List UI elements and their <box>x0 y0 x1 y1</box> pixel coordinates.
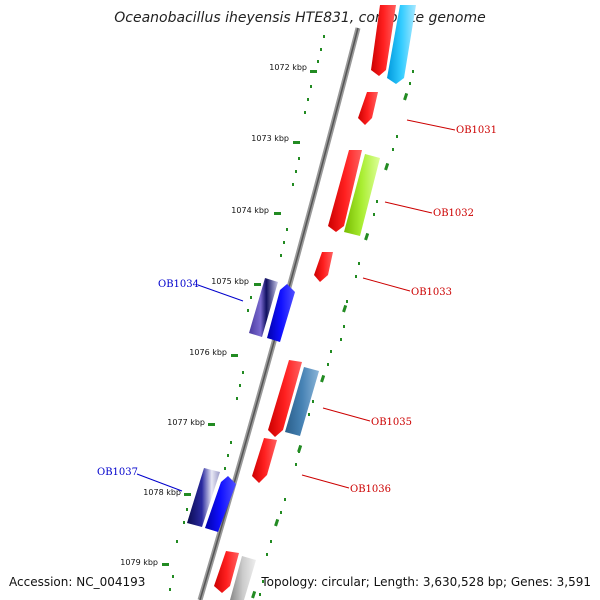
tick-label: 1079 kbp <box>120 558 158 567</box>
tick-label: 1078 kbp <box>143 488 181 497</box>
gene-label-ob1036[interactable]: OB1036 <box>350 484 391 495</box>
gene-feature-ob1035-red[interactable] <box>268 360 302 437</box>
gene-feature-ob1032-lime[interactable] <box>344 154 380 236</box>
gene-label-ob1034[interactable]: OB1034 <box>158 279 199 290</box>
map-title: Oceanobacillus iheyensis HTE831, complet… <box>114 10 485 26</box>
gene-label-ob1032[interactable]: OB1032 <box>433 208 474 219</box>
tick-label: 1075 kbp <box>211 277 249 286</box>
gene-feature-ob1036[interactable] <box>252 438 277 483</box>
genome-summary-text: Topology: circular; Length: 3,630,528 bp… <box>260 575 591 589</box>
gene-feature-ob1033[interactable] <box>314 252 333 282</box>
tick-label: 1076 kbp <box>189 348 227 357</box>
tick-mark <box>231 354 238 357</box>
gene-label-ob1035[interactable]: OB1035 <box>371 417 412 428</box>
right-dotted-track <box>259 70 414 596</box>
gene-label-ob1031[interactable]: OB1031 <box>456 125 497 136</box>
tick-label: 1073 kbp <box>251 134 289 143</box>
gene-feature-top-red[interactable] <box>371 5 396 76</box>
gene-feature-ob1035-steel[interactable] <box>285 367 319 436</box>
gene-feature-bottom-gray[interactable] <box>230 556 256 600</box>
accession-text: Accession: NC_004193 <box>9 575 145 589</box>
gene-feature-top-cyan[interactable] <box>387 5 416 84</box>
tick-mark <box>208 423 215 426</box>
gene-feature-ob1034-blue[interactable] <box>267 284 295 342</box>
gene-label-ob1037[interactable]: OB1037 <box>97 467 138 478</box>
gene-feature-bottom-red[interactable] <box>214 551 239 593</box>
tick-mark <box>184 493 191 496</box>
tick-label: 1077 kbp <box>167 418 205 427</box>
tick-mark <box>162 563 169 566</box>
right-dash-ticks <box>251 92 409 599</box>
tick-label: 1074 kbp <box>231 206 269 215</box>
gene-feature-ob1037-navy[interactable] <box>187 468 220 527</box>
gene-feature-ob1037-blue[interactable] <box>205 476 236 532</box>
tick-mark <box>293 141 300 144</box>
tick-mark <box>310 70 317 73</box>
gene-feature-ob1034-striped[interactable] <box>249 278 278 337</box>
gene-feature-ob1032-red[interactable] <box>328 150 362 232</box>
kbp-ticks: 1072 kbp 1073 kbp 1074 kbp 1075 kbp 1076… <box>120 63 317 567</box>
gene-label-ob1033[interactable]: OB1033 <box>411 287 452 298</box>
left-dotted-track <box>169 35 325 591</box>
gene-feature-ob1031[interactable] <box>358 92 378 125</box>
leader-lines <box>136 119 456 492</box>
tick-label: 1072 kbp <box>269 63 307 72</box>
tick-mark <box>254 283 261 286</box>
tick-mark <box>274 212 281 215</box>
